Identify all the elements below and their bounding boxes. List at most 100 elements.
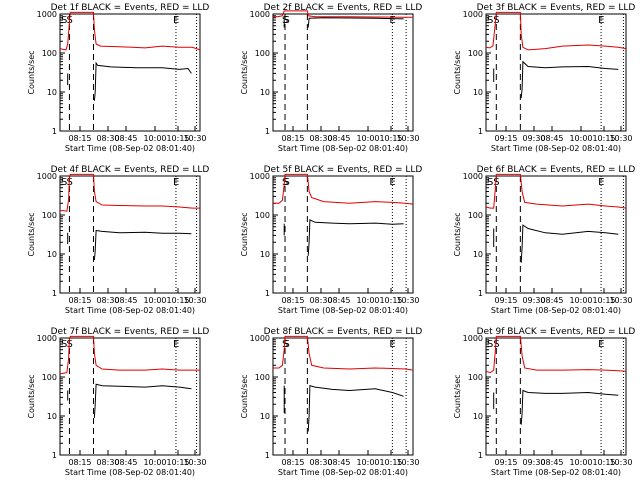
x-tick-label: 09:30 (522, 134, 545, 143)
x-tick-label: 08:45 (327, 458, 350, 467)
start-marker: S (282, 15, 288, 26)
x-tick-label: 10:30 (609, 134, 632, 143)
events-series-line (93, 229, 192, 261)
x-tick-label: 10:00 (356, 134, 379, 143)
plot-frame (272, 337, 414, 456)
panel-title: Det 7f BLACK = Events, RED = LLD (51, 327, 210, 337)
x-tick-label: 10:00 (356, 458, 379, 467)
y-axis-label: Counts/sec (240, 212, 249, 256)
start-marker: S (487, 339, 493, 350)
x-axis-label: Start Time (08-Sep-02 08:01:40) (65, 468, 195, 477)
y-tick-label: 1000 (250, 172, 270, 181)
x-axis-label: Start Time (08-Sep-02 08:01:40) (491, 306, 621, 315)
y-axis-label: Counts/sec (27, 50, 36, 94)
y-tick-label: 100 (255, 373, 270, 382)
lld-series-line (485, 173, 627, 209)
start-marker: S (283, 339, 289, 350)
y-tick-label: 100 (42, 211, 57, 220)
x-tick-label: 10:15 (592, 134, 615, 143)
panel-title: Det 3f BLACK = Events, RED = LLD (477, 3, 636, 13)
x-tick-label: 10:15 (166, 134, 189, 143)
events-series-line (520, 224, 619, 263)
x-tick-label: 10:15 (166, 296, 189, 305)
x-tick-label: 10:15 (379, 296, 402, 305)
x-tick-label: 10:15 (379, 134, 402, 143)
lld-series-line (273, 173, 414, 205)
plot-frame (272, 175, 414, 294)
events-series-line (307, 17, 404, 28)
x-tick-label: 08:30 (96, 458, 119, 467)
start-marker: S (282, 339, 288, 350)
y-tick-label: 10 (260, 412, 270, 421)
panel-title: Det 9f BLACK = Events, RED = LLD (477, 327, 636, 337)
end-marker: E (173, 339, 179, 350)
x-tick-label: 08:45 (327, 134, 350, 143)
y-tick-label: 100 (468, 49, 483, 58)
y-tick-label: 1 (52, 127, 57, 136)
start-marker: S (487, 177, 493, 188)
x-tick-label: 08:15 (281, 296, 304, 305)
x-tick-label: 08:30 (309, 458, 332, 467)
start-marker: S (493, 15, 499, 26)
end-marker: E (389, 177, 395, 188)
start-marker: S (493, 177, 499, 188)
x-tick-label: 09:30 (522, 458, 545, 467)
y-tick-label: 100 (42, 49, 57, 58)
x-axis-label: Start Time (08-Sep-02 08:01:40) (491, 468, 621, 477)
y-tick-label: 10 (473, 412, 483, 421)
x-tick-label: 08:15 (68, 296, 91, 305)
panel-title: Det 5f BLACK = Events, RED = LLD (264, 165, 423, 175)
y-tick-label: 1 (265, 451, 270, 460)
y-tick-label: 10 (260, 88, 270, 97)
panel-title: Det 1f BLACK = Events, RED = LLD (51, 3, 210, 13)
y-tick-label: 1 (265, 127, 270, 136)
lld-series-line (273, 10, 413, 18)
lld-series-line (59, 11, 201, 51)
x-axis-label: Start Time (08-Sep-02 08:01:40) (491, 144, 621, 153)
y-tick-label: 10 (47, 250, 57, 259)
end-marker: E (173, 177, 179, 188)
y-tick-label: 100 (468, 211, 483, 220)
end-marker: E (389, 339, 395, 350)
x-tick-label: 08:45 (540, 296, 563, 305)
x-tick-label: 10:00 (569, 296, 592, 305)
start-marker: S (283, 15, 289, 26)
plot-frame (485, 175, 627, 294)
y-tick-label: 100 (42, 373, 57, 382)
x-tick-label: 09:30 (522, 296, 545, 305)
x-axis-label: Start Time (08-Sep-02 08:01:40) (278, 468, 408, 477)
x-tick-label: 10:15 (592, 458, 615, 467)
x-tick-label: 08:15 (281, 134, 304, 143)
x-tick-label: 10:30 (396, 458, 419, 467)
x-tick-label: 10:00 (569, 458, 592, 467)
end-marker: E (598, 339, 604, 350)
x-tick-label: 09:15 (494, 458, 517, 467)
y-tick-label: 1000 (37, 334, 57, 343)
y-tick-label: 10 (473, 88, 483, 97)
y-tick-label: 1 (478, 127, 483, 136)
events-series-line (93, 383, 192, 418)
x-tick-label: 10:00 (569, 134, 592, 143)
lld-series-line (273, 335, 414, 371)
y-axis-label: Counts/sec (453, 50, 462, 94)
events-series-line (93, 61, 192, 101)
plot-frame (59, 337, 201, 456)
x-tick-label: 10:00 (356, 296, 379, 305)
lld-series-line (59, 335, 200, 375)
end-marker: E (598, 15, 604, 26)
plot-frame (485, 13, 627, 132)
x-tick-label: 08:30 (96, 134, 119, 143)
events-series-line (520, 60, 619, 99)
x-tick-label: 10:30 (609, 296, 632, 305)
x-tick-label: 10:15 (592, 296, 615, 305)
x-tick-label: 08:30 (309, 296, 332, 305)
end-marker: E (173, 15, 179, 26)
plot-frame (272, 13, 414, 132)
x-tick-label: 10:30 (183, 134, 206, 143)
start-marker: S (487, 15, 493, 26)
x-tick-label: 08:45 (540, 458, 563, 467)
y-tick-label: 10 (260, 250, 270, 259)
y-axis-label: Counts/sec (27, 212, 36, 256)
y-tick-label: 1 (478, 451, 483, 460)
panel-title: Det 6f BLACK = Events, RED = LLD (477, 165, 636, 175)
